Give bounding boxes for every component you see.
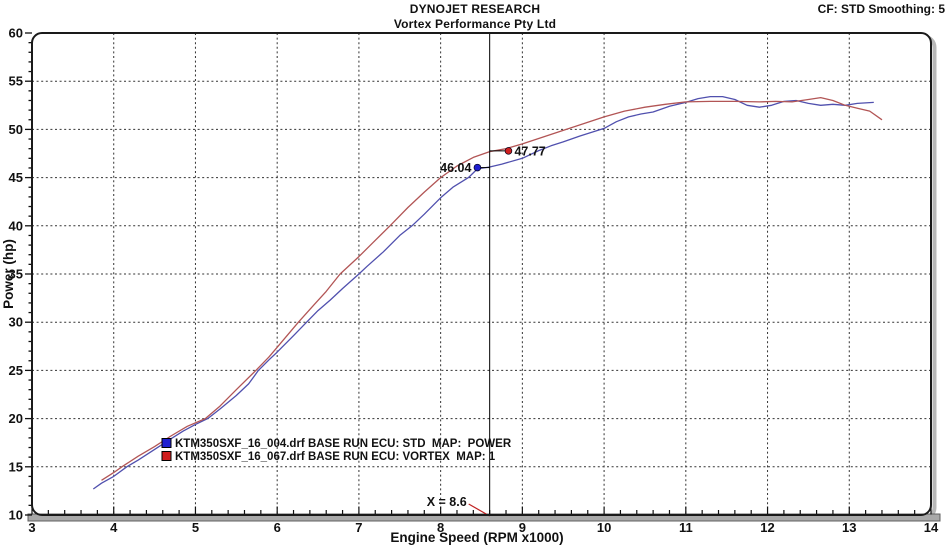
y-tick-labels: 10 15 20 25 30 35 40 45 50 55 60 xyxy=(9,26,23,523)
report-brand-title: DYNOJET RESEARCH xyxy=(409,2,541,16)
vortex-value-marker xyxy=(504,147,513,155)
x-axis-title: Engine Speed (RPM x1000) xyxy=(390,530,563,545)
vortex-power-curve xyxy=(101,96,883,481)
legend: KTM350SXF_16_004.drf BASE RUN ECU: STD M… xyxy=(161,438,512,463)
std-value-label: 46.04 xyxy=(440,161,471,175)
legend-item-std: KTM350SXF_16_004.drf BASE RUN ECU: STD M… xyxy=(161,438,512,450)
cursor-x-label: X = 8.6 xyxy=(427,495,467,509)
shop-name-subtitle: Vortex Performance Pty Ltd xyxy=(393,17,557,31)
y-ticks xyxy=(25,32,32,516)
x-tick-label: 10 xyxy=(597,520,611,535)
y-tick-label: 50 xyxy=(9,122,23,137)
x-tick-label: 14 xyxy=(924,520,939,535)
correction-smoothing-settings: CF: STD Smoothing: 5 xyxy=(817,2,945,16)
legend-label: KTM350SXF_16_067.drf BASE RUN ECU: VORTE… xyxy=(175,451,496,463)
x-tick-label: 4 xyxy=(110,520,118,535)
legend-label: KTM350SXF_16_004.drf BASE RUN ECU: STD M… xyxy=(175,438,512,450)
legend-swatch-std xyxy=(161,438,172,448)
vortex-value-label: 47.77 xyxy=(514,144,545,158)
y-tick-label: 20 xyxy=(9,411,23,426)
y-tick-label: 15 xyxy=(9,459,23,474)
plot-frame xyxy=(31,32,932,516)
x-tick-label: 13 xyxy=(842,520,856,535)
x-tick-label: 3 xyxy=(28,520,35,535)
x-tick-label: 7 xyxy=(355,520,362,535)
plot-background xyxy=(32,33,931,515)
x-tick-label: 6 xyxy=(274,520,281,535)
legend-item-vortex: KTM350SXF_16_067.drf BASE RUN ECU: VORTE… xyxy=(161,451,496,463)
legend-swatch-vortex xyxy=(161,451,172,461)
y-tick-label: 25 xyxy=(9,363,23,378)
x-tick-label: 5 xyxy=(192,520,199,535)
x-tick-labels: 3 4 5 6 7 8 9 10 11 12 13 14 xyxy=(28,520,939,535)
y-tick-label: 10 xyxy=(9,508,23,523)
y-tick-label: 30 xyxy=(9,315,23,330)
y-tick-label: 35 xyxy=(9,267,23,282)
x-tick-label: 8 xyxy=(437,520,444,535)
std-value-marker xyxy=(473,163,482,172)
y-tick-label: 45 xyxy=(9,170,23,185)
y-axis-title: Power (hp) xyxy=(1,239,16,309)
x-tick-label: 12 xyxy=(760,520,774,535)
y-tick-label: 60 xyxy=(9,26,23,41)
y-tick-label: 55 xyxy=(9,74,23,89)
x-tick-label: 9 xyxy=(519,520,526,535)
y-tick-label: 40 xyxy=(9,218,23,233)
x-tick-label: 11 xyxy=(679,520,693,535)
